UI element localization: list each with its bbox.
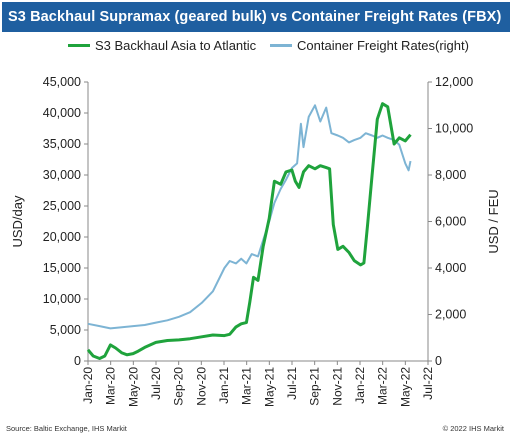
legend-item-fbx: Container Freight Rates(right)	[270, 38, 469, 53]
y-tick-label-left: 40,000	[43, 106, 81, 120]
x-tick-label: Jul-21	[285, 367, 299, 400]
title-bar: S3 Backhaul Supramax (geared bulk) vs Co…	[2, 2, 510, 32]
x-tick-label: Jul-20	[149, 367, 163, 400]
x-tick-label: Mar-21	[240, 367, 254, 405]
y-tick-label-right: 2,000	[435, 308, 466, 322]
y-tick-label-left: 5,000	[50, 323, 81, 337]
y-tick-label-left: 25,000	[43, 199, 81, 213]
y-tick-label-right: 0	[435, 354, 442, 368]
x-tick-label: Mar-22	[376, 367, 390, 405]
legend-swatch-fbx	[270, 44, 292, 47]
series-line-s3-backhaul	[86, 102, 412, 360]
y-tick-label-right: 12,000	[435, 75, 473, 89]
y-tick-label-right: 8,000	[435, 168, 466, 182]
series-line-container-freight	[87, 104, 412, 330]
x-tick-label: Sep-21	[308, 367, 322, 406]
x-tick-label: May-22	[398, 367, 412, 407]
x-tick-label: Jan-22	[353, 367, 367, 404]
y-tick-label-left: 20,000	[43, 230, 81, 244]
legend-label-s3: S3 Backhaul Asia to Atlantic	[95, 38, 257, 53]
x-tick-label: Jan-20	[81, 367, 95, 404]
y-tick-label-left: 0	[74, 354, 81, 368]
source-note: Source: Baltic Exchange, IHS Markit	[6, 424, 127, 433]
legend-item-s3: S3 Backhaul Asia to Atlantic	[68, 38, 256, 53]
y-tick-label-right: 4,000	[435, 261, 466, 275]
y-tick-label-left: 35,000	[43, 137, 81, 151]
y-tick-label-right: 10,000	[435, 122, 473, 136]
legend-label-fbx: Container Freight Rates(right)	[297, 38, 469, 53]
x-tick-label: Jan-21	[217, 367, 231, 404]
y-axis-title-right: USD / FEU	[486, 189, 501, 253]
y-tick-label-left: 10,000	[43, 292, 81, 306]
x-tick-label: May-21	[262, 367, 276, 407]
x-tick-label: Jul-22	[421, 367, 435, 400]
y-tick-label-left: 30,000	[43, 168, 81, 182]
copyright-note: © 2022 IHS Markit	[442, 424, 504, 433]
x-tick-label: Nov-21	[330, 367, 344, 406]
y-tick-label-right: 6,000	[435, 215, 466, 229]
chart-title: S3 Backhaul Supramax (geared bulk) vs Co…	[8, 9, 502, 25]
legend: S3 Backhaul Asia to Atlantic Container F…	[0, 38, 512, 58]
x-tick-label: Nov-20	[194, 367, 208, 406]
x-tick-label: Mar-20	[104, 367, 118, 405]
legend-swatch-s3	[68, 44, 90, 47]
x-tick-label: Sep-20	[172, 367, 186, 406]
y-tick-label-left: 15,000	[43, 261, 81, 275]
x-tick-label: May-20	[126, 367, 140, 407]
y-tick-label-left: 45,000	[43, 75, 81, 89]
y-axis-title-left: USD/day	[10, 195, 25, 248]
